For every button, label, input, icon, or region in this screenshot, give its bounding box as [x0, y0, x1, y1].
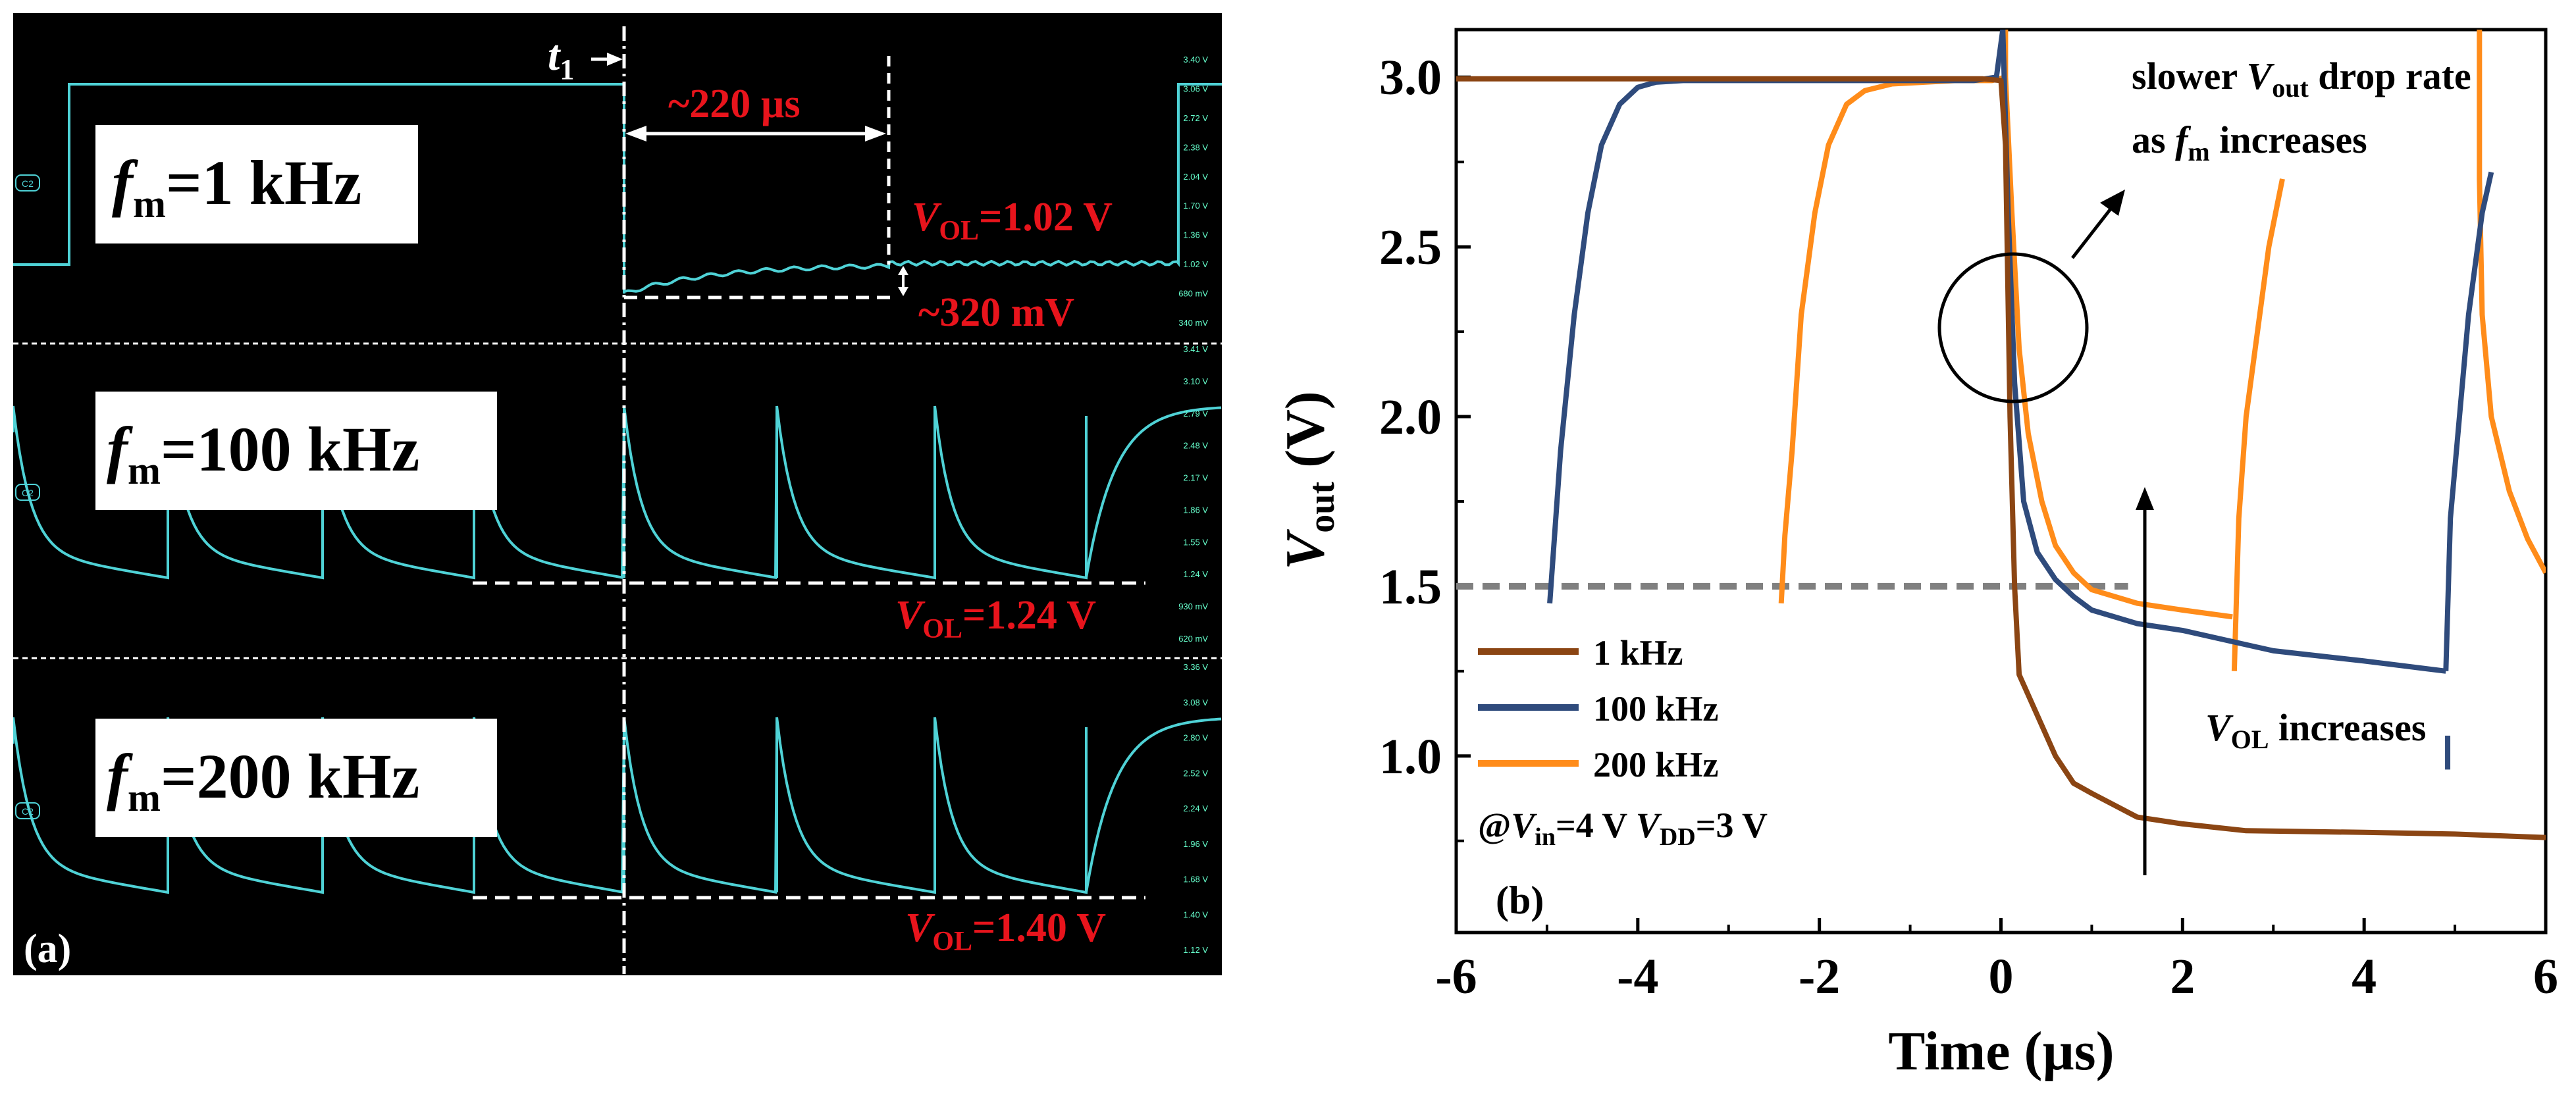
annotation-arrow-line — [2071, 206, 2113, 259]
scope-tick-label: 2.72 V — [1183, 113, 1208, 123]
x-tick-label: -6 — [1435, 949, 1477, 1004]
y-tick-label: 1.5 — [1379, 559, 1442, 615]
scope-traces — [13, 83, 1222, 894]
x-tick-label: 4 — [2352, 949, 2377, 1004]
series-line-1-kHz — [1456, 76, 2546, 840]
series-line-100-kHz — [2000, 30, 2446, 674]
legend-condition: @Vin=4 V VDD=3 V — [1478, 806, 1768, 851]
scope-tick-label: 1.12 V — [1183, 945, 1208, 955]
y-axis-label: Vout (V) — [1275, 391, 1342, 569]
fm-label-box-200k — [95, 719, 497, 837]
drop-arrow-up — [898, 266, 908, 275]
legend-entry: 100 kHz — [1593, 689, 1719, 729]
series-line-200-kHz — [2003, 77, 2233, 620]
x-tick-label: 0 — [1989, 949, 2014, 1004]
legend-entry: 200 kHz — [1593, 745, 1719, 784]
scope-tick-label: 3.08 V — [1183, 698, 1208, 707]
annotation-arrow-head — [2100, 190, 2125, 216]
scope-tick-label: 1.40 V — [1183, 909, 1208, 919]
y-tick-label: 2.0 — [1379, 390, 1442, 445]
channel-tag — [15, 174, 40, 192]
scope-tick-label: 2.17 V — [1183, 473, 1208, 483]
channel-tag — [15, 802, 40, 819]
scope-tick-label: 1.86 V — [1183, 505, 1208, 515]
vol-increase-arrow-head — [2136, 487, 2154, 510]
trace-100k — [13, 405, 1222, 580]
legend: 1 kHz 100 kHz 200 kHz — [1478, 633, 1719, 784]
fm-label-200k: fm=200 kHz — [107, 741, 419, 819]
scope-tick-label: 3.10 V — [1183, 376, 1208, 386]
t1-arrow-head — [607, 53, 623, 66]
scope-tick-label: 3.41 V — [1183, 344, 1208, 354]
scope-tick-label: 2.48 V — [1183, 441, 1208, 451]
scope-tick-label: 2.04 V — [1183, 172, 1208, 182]
panel-label-a: (a) — [24, 927, 71, 971]
x-axis-label: Time (µs) — [1888, 1021, 2114, 1082]
scope-tick-label: 1.70 V — [1183, 201, 1208, 211]
trace-1k — [13, 83, 1222, 294]
delay-label: ~220 µs — [668, 82, 801, 126]
channel-tag-label: C2 — [22, 806, 34, 817]
channel-tag — [15, 484, 40, 501]
channel-tag-label: C2 — [22, 178, 34, 189]
vol-label-200k: VOL=1.40 V — [905, 906, 1106, 957]
y-tick-label: 1.0 — [1379, 729, 1442, 784]
fm-label-1k: fm=1 kHz — [112, 147, 361, 226]
fm-label-box-1k — [95, 125, 418, 243]
axis-ticks: -6 -4 -2 0 2 4 6 1.0 1.5 2.0 2.5 3.0 — [1379, 50, 2558, 1004]
vol-label-1k: VOL=1.02 V — [912, 195, 1113, 246]
fm-label-100k: fm=100 kHz — [107, 414, 419, 492]
scope-tick-label: 2.52 V — [1183, 768, 1208, 778]
series-line-200-kHz — [2231, 178, 2285, 671]
vol-label-100k: VOL=1.24 V — [895, 593, 1096, 644]
delay-arrow-head-right — [865, 126, 886, 141]
scope-tick-label: 2.38 V — [1183, 142, 1208, 152]
scope-tick-label: 930 mV — [1178, 602, 1208, 611]
delay-arrow-head-left — [625, 126, 646, 141]
scope-tick-label: 3.06 V — [1183, 84, 1208, 93]
scope-tick-label: 2.79 V — [1183, 409, 1208, 419]
x-tick-label: -2 — [1799, 949, 1840, 1004]
scope-tick-label: 1.55 V — [1183, 537, 1208, 547]
scope-tick-label: 1.36 V — [1183, 230, 1208, 240]
legend-entry: 1 kHz — [1593, 633, 1683, 673]
scope-tick-label: 620 mV — [1178, 634, 1208, 644]
annotation-slower-line1: slower Vout drop rate — [2132, 55, 2471, 103]
scope-tick-label: 340 mV — [1178, 318, 1208, 328]
plot-frame — [1454, 28, 2548, 935]
scope-tick-label: 2.24 V — [1183, 804, 1208, 813]
fm-label-box-100k — [95, 392, 497, 510]
panel-label-b: (b) — [1496, 879, 1544, 922]
scope-tick-label: 680 mV — [1178, 289, 1208, 299]
series-line-200-kHz — [2477, 178, 2546, 575]
series-layer — [1456, 30, 2546, 840]
channel-tag-label: C2 — [22, 488, 34, 498]
panel-a-oscilloscope: fm=1 kHz fm=100 kHz fm=200 kHz ~220 µs V… — [13, 13, 1222, 975]
trace-200k — [13, 717, 1222, 894]
panel-b-chart: -6 -4 -2 0 2 4 6 1.0 1.5 2.0 2.5 3.0 Time (µs) Vout… — [1275, 28, 2558, 1082]
y-tick-label: 2.5 — [1379, 220, 1442, 275]
scope-tick-label: 1.02 V — [1183, 259, 1208, 269]
scope-tick-label: 1.68 V — [1183, 875, 1208, 884]
x-tick-label: 2 — [2170, 949, 2195, 1004]
y-tick-label: 3.0 — [1379, 50, 1442, 105]
scope-tick-label: 1.96 V — [1183, 839, 1208, 849]
scope-tick-label: 3.36 V — [1183, 662, 1208, 672]
x-tick-label: -4 — [1617, 949, 1658, 1004]
highlight-circle — [1937, 252, 2089, 403]
t1-label: t1 — [548, 32, 574, 86]
scope-tick-label: 2.80 V — [1183, 733, 1208, 743]
scope-scale-ticks: 3.40 V 3.06 V 2.72 V 2.38 V 2.04 V 1.70 V 1.36… — [15, 55, 1208, 955]
x-tick-label: 6 — [2533, 949, 2558, 1004]
series-line-100-kHz — [2443, 171, 2494, 671]
scope-tick-label: 1.24 V — [1183, 569, 1208, 579]
drop-arrow-down — [898, 287, 908, 296]
drop-label: ~320 mV — [918, 290, 1074, 335]
vol-increase-label: VOL increases — [2205, 706, 2426, 754]
annotation-slower-line2: as fm increases — [2132, 118, 2367, 166]
scope-tick-label: 3.40 V — [1183, 55, 1208, 64]
